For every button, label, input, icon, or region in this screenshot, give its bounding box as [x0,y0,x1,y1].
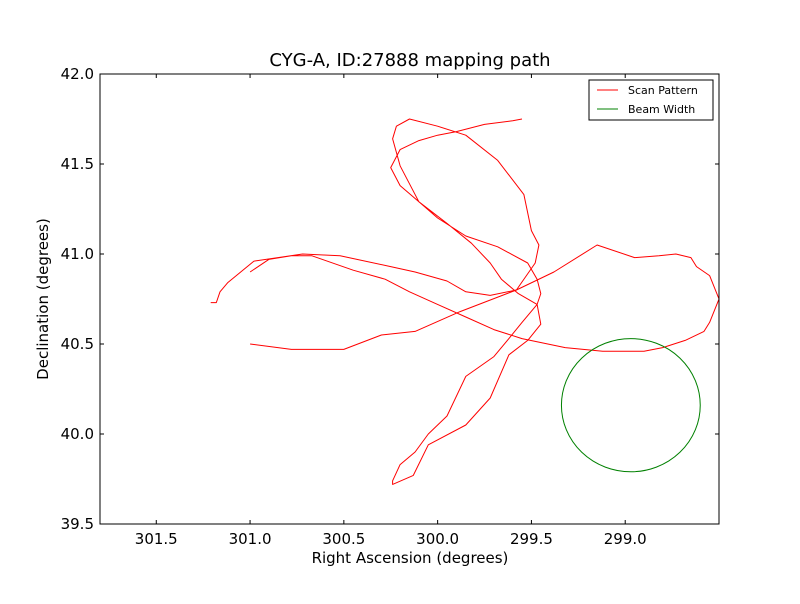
x-axis-label: Right Ascension (degrees) [312,549,509,567]
legend-box [588,79,714,121]
plot-area [99,73,720,525]
y-tick-label: 40.0 [61,425,94,443]
beam-width-circle [560,338,701,473]
series-line-scan-pattern-0 [210,244,719,352]
y-tick-label: 40.5 [61,335,94,353]
x-tick-label: 299.0 [604,530,647,548]
x-tick-label: 301.0 [229,530,272,548]
x-tick-label: 300.0 [416,530,459,548]
x-tick-label: 301.5 [135,530,178,548]
legend-label-scan-pattern: Scan Pattern [628,84,698,97]
y-axis-label: Declination (degrees) [34,218,52,380]
x-tick-label: 300.5 [322,530,365,548]
legend: Scan Pattern Beam Width [588,79,714,121]
y-tick-label: 41.5 [61,155,94,173]
y-tick-label: 42.0 [61,65,94,83]
y-tick-label: 39.5 [61,515,94,533]
ticks-layer: 301.5 301.0 300.5 300.0 299.5 299.0 39.5 40.0 40… [61,65,719,548]
x-tick-label: 299.5 [510,530,553,548]
y-tick-label: 41.0 [61,245,94,263]
legend-label-beam-width: Beam Width [628,103,695,116]
series-line-scan-pattern-1 [250,118,542,485]
plot-background [100,74,719,524]
chart-title: CYG-A, ID:27888 mapping path [269,50,550,71]
plot-frame [99,73,720,525]
series-layer [210,118,719,485]
